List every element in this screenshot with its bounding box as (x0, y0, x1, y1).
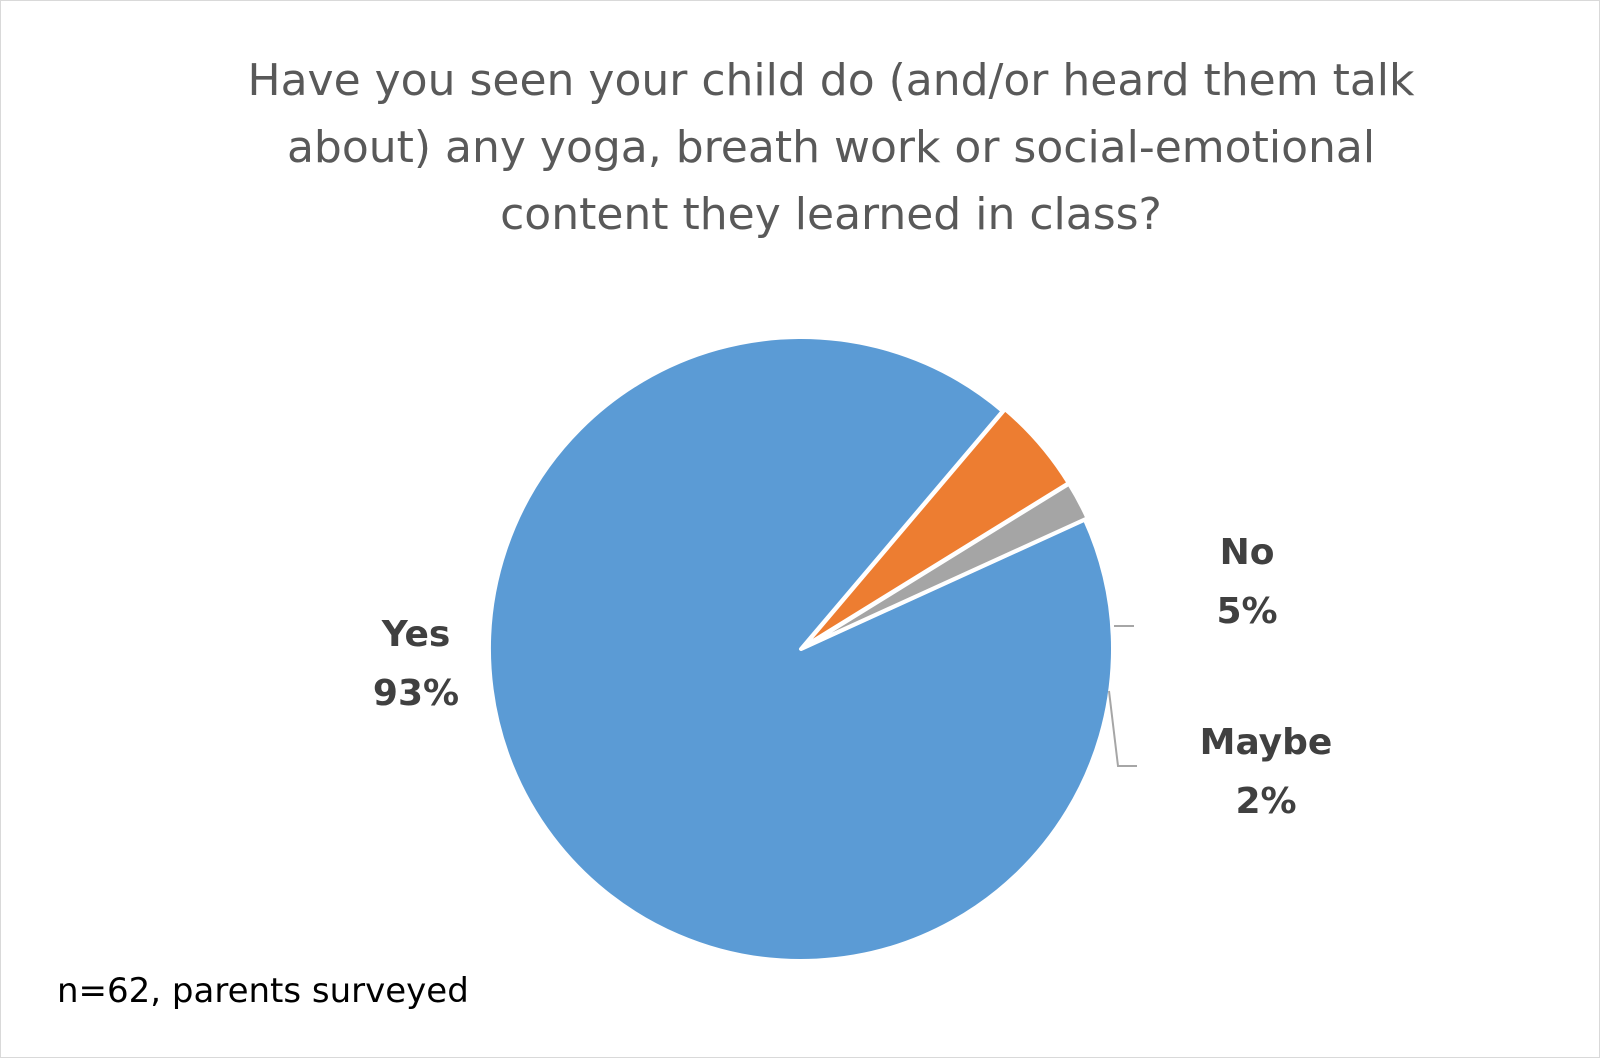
pie-slice-yes (487, 335, 1115, 963)
data-label-no-category: No (1219, 532, 1275, 573)
data-label-yes: Yes 93% (356, 605, 476, 723)
data-label-no: No 5% (1187, 523, 1307, 641)
chart-title: Have you seen your child do (and/or hear… (247, 55, 1415, 240)
leader-line-maybe (1108, 690, 1137, 767)
pie-slice-maybe (801, 481, 1090, 650)
leader-lines (1108, 625, 1137, 767)
data-label-yes-category: Yes (381, 614, 451, 655)
data-label-maybe-category: Maybe (1199, 722, 1333, 763)
data-label-maybe-value: 2% (1235, 781, 1297, 822)
data-label-no-value: 5% (1216, 591, 1278, 632)
data-label-maybe: Maybe 2% (1181, 713, 1351, 831)
data-label-yes-value: 93% (372, 673, 460, 714)
sample-size-note: n=62, parents surveyed (57, 971, 469, 1011)
pie-slices (487, 335, 1115, 963)
